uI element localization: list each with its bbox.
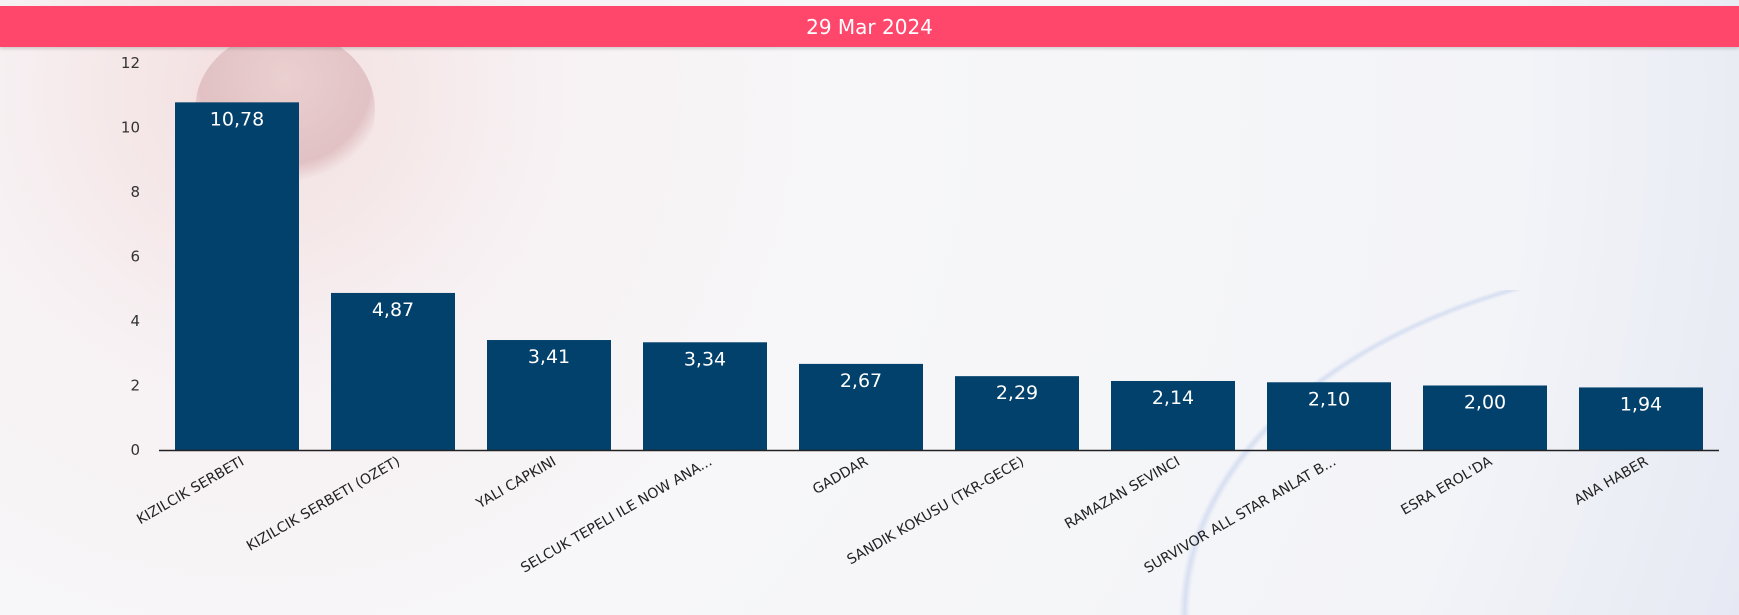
y-tick-label: 4 bbox=[130, 312, 140, 330]
data-label: 4,87 bbox=[372, 299, 414, 321]
data-label: 3,41 bbox=[528, 346, 570, 368]
bar bbox=[799, 363, 923, 450]
data-label: 1,94 bbox=[1620, 393, 1662, 415]
bar bbox=[1423, 385, 1547, 450]
x-tick-label: SANDIK KOKUSU (TKR-GECE) bbox=[844, 454, 1027, 569]
x-tick-label: KIZILCIK SERBETI bbox=[134, 454, 247, 528]
background-decoration bbox=[900, 290, 1739, 615]
y-tick-label: 0 bbox=[130, 441, 140, 459]
x-tick-label: ANA HABER bbox=[1572, 453, 1652, 508]
bar bbox=[487, 340, 611, 450]
x-tick-label: KIZILCIK SERBETI (OZET) bbox=[244, 454, 403, 555]
x-tick-label: GADDAR bbox=[810, 453, 871, 498]
bar bbox=[1111, 380, 1235, 450]
bar bbox=[1579, 387, 1703, 450]
y-tick-label: 10 bbox=[121, 119, 140, 137]
data-label: 2,67 bbox=[840, 370, 882, 392]
y-tick-label: 6 bbox=[130, 248, 140, 266]
bar bbox=[1267, 382, 1391, 450]
date-label: 29 Mar 2024 bbox=[806, 14, 933, 39]
bar bbox=[175, 102, 299, 450]
x-tick-label: ESRA EROL'DA bbox=[1398, 453, 1495, 518]
bar bbox=[955, 376, 1079, 450]
y-tick-label: 2 bbox=[130, 377, 140, 395]
date-banner: 29 Mar 2024 bbox=[0, 6, 1739, 47]
bar bbox=[643, 342, 767, 450]
y-tick-label: 12 bbox=[121, 54, 140, 72]
data-label: 3,34 bbox=[684, 348, 726, 370]
data-label: 2,00 bbox=[1464, 392, 1506, 414]
data-label: 10,78 bbox=[210, 108, 264, 130]
x-tick-label: YALI CAPKINI bbox=[473, 454, 559, 513]
data-label: 2,10 bbox=[1308, 388, 1350, 410]
data-label: 2,29 bbox=[996, 382, 1038, 404]
data-label: 2,14 bbox=[1152, 387, 1194, 409]
x-tick-label: RAMAZAN SEVINCI bbox=[1062, 454, 1183, 533]
y-tick-label: 8 bbox=[130, 183, 140, 201]
bar bbox=[331, 292, 455, 450]
